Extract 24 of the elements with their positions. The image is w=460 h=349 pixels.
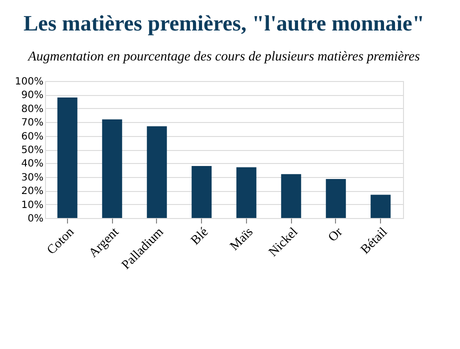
bar (146, 126, 167, 218)
y-tick-label: 40% (21, 158, 44, 170)
bar (57, 97, 78, 218)
bar (370, 194, 391, 218)
bar (102, 119, 122, 218)
y-tick-label: 30% (21, 172, 44, 184)
y-tick-label: 80% (21, 104, 44, 115)
chart-subtitle: Augmentation en pourcentage des cours de plusieurs matières premières (27, 48, 420, 64)
y-tick-label: 0% (28, 214, 44, 224)
x-tick-label: Maïs (226, 224, 256, 254)
bar (326, 178, 346, 218)
bar (281, 174, 302, 218)
x-tick-label: Blé (187, 224, 211, 248)
y-tick-label: 20% (21, 186, 44, 198)
chart-title: Les matières premières, "l'autre monnaie" (23, 10, 425, 36)
y-tick-label: 50% (21, 145, 44, 156)
y-tick-label: 90% (21, 90, 44, 102)
y-tick-label: 60% (21, 131, 44, 142)
x-tick-label: Or (324, 224, 346, 244)
bar (192, 166, 212, 218)
bar (236, 167, 256, 218)
y-tick-label: 100% (14, 76, 44, 88)
y-tick-label: 70% (21, 118, 44, 129)
y-tick-label: 10% (21, 200, 44, 211)
